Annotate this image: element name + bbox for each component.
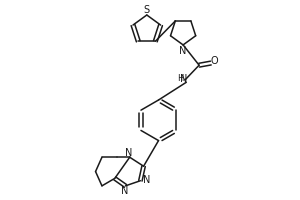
- Text: N: N: [125, 148, 132, 158]
- Text: O: O: [211, 56, 218, 66]
- Text: S: S: [144, 5, 150, 15]
- Text: N: N: [143, 175, 150, 185]
- Text: N: N: [180, 74, 187, 84]
- Text: N: N: [179, 46, 187, 56]
- Text: H: H: [177, 74, 183, 83]
- Text: N: N: [121, 186, 128, 196]
